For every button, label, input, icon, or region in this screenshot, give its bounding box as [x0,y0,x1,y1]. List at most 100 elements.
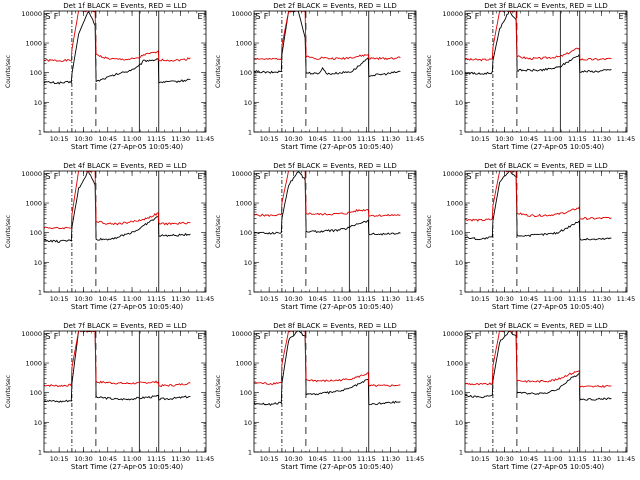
series-group [465,171,612,241]
series-line-lld [44,11,191,63]
y-axis-label: Counts/sec [426,55,433,88]
chart-panel-7: 1 10 100 1000 10000 10:15 10:30 10:45 11:00 11:15… [5,322,214,471]
x-tick-label: 11:45 [196,295,215,303]
x-tick-label: 11:00 [544,295,563,303]
x-tick-label: 10:45 [308,295,327,303]
x-axis-label: Start Time (27-Apr-05 10:05:40) [71,303,183,311]
chart-panel-2: 1 10 100 1000 10000 10:15 10:30 10:45 11:00 11:15… [215,2,424,151]
marker-label-e: E [618,172,623,181]
x-tick-label: 10:15 [471,295,490,303]
chart-panel-3: 1 10 100 1000 10000 10:15 10:30 10:45 11:00 11:15… [426,2,635,151]
plot-frame [253,170,417,293]
series-line-events [44,11,191,85]
marker-label-s: S [255,172,260,181]
y-tick-label: 1000 [235,360,252,368]
y-axis-label: Counts/sec [426,375,433,408]
x-tick-label: 11:30 [592,135,611,143]
marker-label-s: S [466,332,471,341]
x-tick-label: 11:00 [333,135,352,143]
marker-label-e: E [407,332,412,341]
series-line-events [465,171,612,241]
y-tick-label: 10 [455,99,463,107]
x-tick-label: 11:30 [381,135,400,143]
marker-label-s: S [255,12,260,21]
series-line-events [44,171,191,243]
y-tick-label: 10 [244,259,252,267]
y-tick-label: 1000 [25,200,42,208]
y-tick-label: 100 [30,69,42,77]
series-group [465,11,612,75]
series-line-lld [465,171,612,222]
y-tick-label: 100 [240,389,252,397]
x-tick-label: 10:15 [50,295,69,303]
plot-frame [464,10,628,133]
x-axis-label: Start Time (27-Apr-05 10:05:40) [492,303,604,311]
series-group [254,11,401,78]
x-tick-label: 10:30 [74,135,93,143]
series-line-events [465,331,612,402]
y-tick-label: 1 [38,449,42,457]
x-tick-label: 10:30 [495,455,514,463]
y-tick-label: 10 [34,99,42,107]
x-tick-label: 10:45 [98,135,117,143]
marker-label-f: F [475,332,480,341]
x-tick-label: 10:30 [495,135,514,143]
series-line-lld [465,331,612,389]
marker-label-s: S [466,12,471,21]
chart-title: Det 9f BLACK = Events, RED = LLD [484,322,607,330]
marker-label-f: F [264,12,269,21]
x-tick-label: 10:45 [308,455,327,463]
y-tick-label: 100 [30,389,42,397]
marker-label-s: S [45,12,50,21]
chart-panel-5: 1 10 100 1000 10000 10:15 10:30 10:45 11:00 11:15… [215,162,424,311]
x-tick-label: 10:15 [50,135,69,143]
x-tick-label: 11:15 [357,295,376,303]
plot-frame [253,10,417,133]
x-tick-label: 11:45 [406,455,425,463]
y-tick-label: 10 [244,99,252,107]
plot-frame [43,10,207,133]
y-tick-label: 10000 [231,10,252,18]
y-tick-label: 10000 [21,330,42,338]
y-tick-label: 100 [240,229,252,237]
x-tick-label: 11:00 [333,455,352,463]
chart-panel-9: 1 10 100 1000 10000 10:15 10:30 10:45 11:00 11:15… [426,322,635,471]
x-tick-label: 11:30 [592,455,611,463]
y-axis-label: Counts/sec [215,55,222,88]
chart-panel-1: 1 10 100 1000 10000 10:15 10:30 10:45 11:00 11:15… [5,2,214,151]
y-tick-label: 1000 [446,200,463,208]
x-tick-label: 11:00 [333,295,352,303]
x-tick-label: 11:00 [544,455,563,463]
plot-frame [43,170,207,293]
series-line-events [254,11,401,78]
y-tick-label: 10000 [442,330,463,338]
marker-label-f: F [54,172,59,181]
x-tick-label: 11:15 [568,135,587,143]
x-tick-label: 10:30 [284,455,303,463]
chart-panel-8: 1 10 100 1000 10000 10:15 10:30 10:45 11:00 11:15… [215,322,424,471]
x-tick-label: 10:30 [495,295,514,303]
x-tick-label: 11:00 [123,135,142,143]
x-tick-label: 10:15 [471,455,490,463]
x-tick-label: 11:45 [617,135,636,143]
marker-label-e: E [407,172,412,181]
series-line-events [254,331,401,407]
series-group [254,171,401,236]
marker-label-f: F [264,172,269,181]
x-tick-label: 10:45 [98,455,117,463]
y-tick-label: 1 [248,129,252,137]
x-tick-label: 11:15 [357,455,376,463]
marker-label-e: E [197,12,202,21]
series-line-lld [465,11,612,62]
y-tick-label: 10 [34,259,42,267]
y-tick-label: 10 [34,419,42,427]
y-tick-label: 10 [455,419,463,427]
y-tick-label: 10 [244,419,252,427]
x-tick-label: 11:30 [171,135,190,143]
plot-frame [464,170,628,293]
x-axis-label: Start Time (27-Apr-05 10:05:40) [71,463,183,471]
y-tick-label: 10000 [442,10,463,18]
chart-panel-4: 1 10 100 1000 10000 10:15 10:30 10:45 11:00 11:15… [5,162,214,311]
x-tick-label: 11:15 [357,135,376,143]
